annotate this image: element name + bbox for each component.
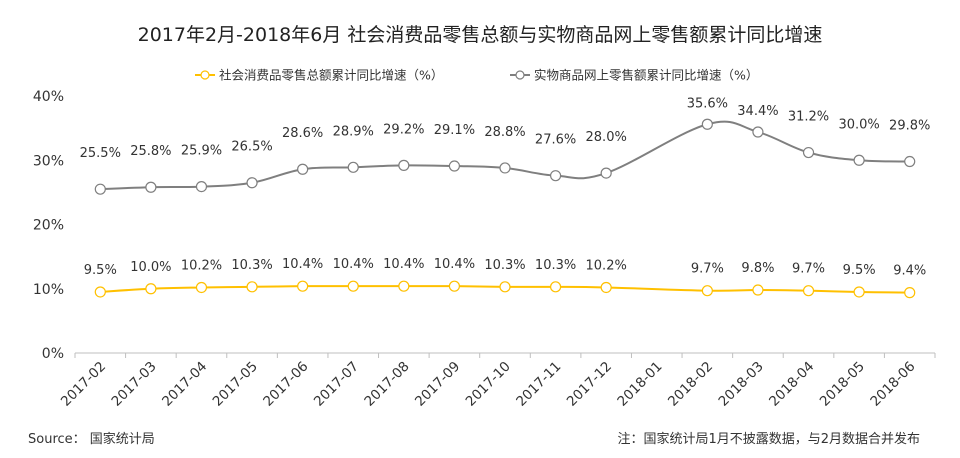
x-tick-label: 2017-08: [361, 359, 412, 410]
x-tick-label: 2017-11: [513, 359, 564, 410]
data-label: 10.3%: [535, 258, 576, 273]
legend-label: 实物商品网上零售额累计同比增速（%）: [534, 68, 758, 83]
footnote: 注：国家统计局1月不披露数据，与2月数据合并发布: [617, 432, 920, 447]
data-point: [701, 285, 713, 297]
series-line: [100, 120, 910, 191]
data-point: [398, 159, 410, 171]
data-point: [145, 283, 157, 295]
data-label: 30.0%: [838, 117, 879, 132]
data-point: [347, 161, 359, 173]
data-point: [448, 280, 461, 292]
chart-title: 2017年2月-2018年6月 社会消费品零售总额与实物商品网上零售额累计同比增…: [137, 24, 823, 46]
data-label: 25.9%: [181, 144, 222, 159]
data-label: 28.9%: [333, 124, 374, 139]
data-label: 28.8%: [484, 125, 525, 140]
data-label: 27.6%: [535, 133, 576, 148]
data-label: 34.4%: [737, 104, 778, 119]
data-point: [802, 146, 815, 159]
x-tick-label: 2017-10: [463, 359, 514, 410]
data-point: [499, 281, 511, 293]
data-point: [398, 280, 410, 292]
data-point: [853, 286, 865, 298]
x-tick-label: 2018-03: [716, 359, 767, 410]
series-line: [100, 285, 910, 294]
data-point: [701, 118, 713, 130]
x-tick-label: 2017-02: [58, 359, 109, 410]
data-label: 10.4%: [434, 257, 475, 272]
x-tick-label: 2017-05: [210, 359, 261, 410]
data-label: 9.4%: [893, 264, 926, 279]
y-tick-label: 40%: [33, 89, 64, 105]
legend-label: 社会消费品零售总额累计同比增速（%）: [219, 68, 443, 83]
x-tick-label: 2017-09: [412, 359, 463, 410]
data-label: 10.3%: [231, 258, 272, 273]
data-label: 25.8%: [130, 144, 171, 159]
data-point: [904, 155, 916, 168]
x-tick-label: 2017-04: [159, 359, 210, 410]
legend-marker: [515, 70, 525, 80]
x-tick-label: 2018-06: [867, 359, 918, 410]
data-point: [600, 281, 612, 294]
data-point: [448, 160, 461, 172]
data-label: 29.1%: [434, 123, 475, 138]
data-point: [94, 286, 106, 298]
data-point: [246, 281, 258, 293]
x-tick-label: 2017-06: [260, 359, 311, 410]
data-label: 10.4%: [383, 257, 424, 272]
y-tick-label: 0%: [42, 346, 64, 362]
x-tick-label: 2018-01: [614, 359, 665, 410]
data-label: 29.2%: [383, 122, 424, 137]
data-point: [600, 167, 612, 179]
y-tick-label: 30%: [33, 153, 64, 169]
y-tick-label: 20%: [33, 218, 64, 234]
x-tick-label: 2018-05: [817, 359, 868, 410]
data-point: [904, 287, 916, 299]
data-label: 10.2%: [586, 258, 627, 273]
data-label: 28.0%: [586, 130, 627, 145]
data-point: [853, 154, 865, 166]
data-point: [195, 281, 208, 294]
data-label: 9.5%: [84, 263, 117, 278]
data-point: [246, 177, 258, 189]
data-label: 31.2%: [788, 110, 829, 125]
data-label: 25.5%: [80, 146, 121, 161]
data-label: 9.5%: [843, 263, 876, 278]
x-tick-label: 2018-02: [665, 359, 716, 410]
data-point: [549, 281, 562, 293]
data-point: [549, 170, 562, 182]
data-point: [297, 163, 309, 175]
data-point: [347, 280, 359, 292]
data-point: [802, 285, 815, 297]
data-point: [297, 280, 309, 292]
data-point: [752, 284, 764, 296]
data-label: 10.3%: [484, 258, 525, 273]
data-label: 10.2%: [181, 258, 222, 273]
data-label: 26.5%: [231, 140, 272, 155]
data-point: [94, 183, 106, 195]
data-label: 10.0%: [130, 260, 171, 275]
data-point: [752, 126, 764, 138]
data-point: [195, 180, 208, 193]
x-tick-label: 2018-04: [766, 359, 817, 410]
x-tick-label: 2017-03: [109, 359, 160, 410]
legend-marker: [200, 70, 210, 80]
data-label: 9.7%: [691, 262, 724, 277]
y-tick-label: 10%: [33, 282, 64, 298]
data-label: 10.4%: [333, 257, 374, 272]
source-note: Source： 国家统计局: [28, 432, 155, 447]
data-label: 9.7%: [792, 262, 825, 277]
x-tick-label: 2017-07: [311, 359, 362, 410]
x-tick-label: 2017-12: [564, 359, 615, 410]
data-label: 28.6%: [282, 126, 323, 141]
data-label: 9.8%: [741, 261, 774, 276]
data-label: 10.4%: [282, 257, 323, 272]
data-label: 35.6%: [687, 96, 728, 111]
data-point: [145, 181, 157, 193]
data-label: 29.8%: [889, 119, 930, 134]
data-point: [499, 162, 511, 174]
